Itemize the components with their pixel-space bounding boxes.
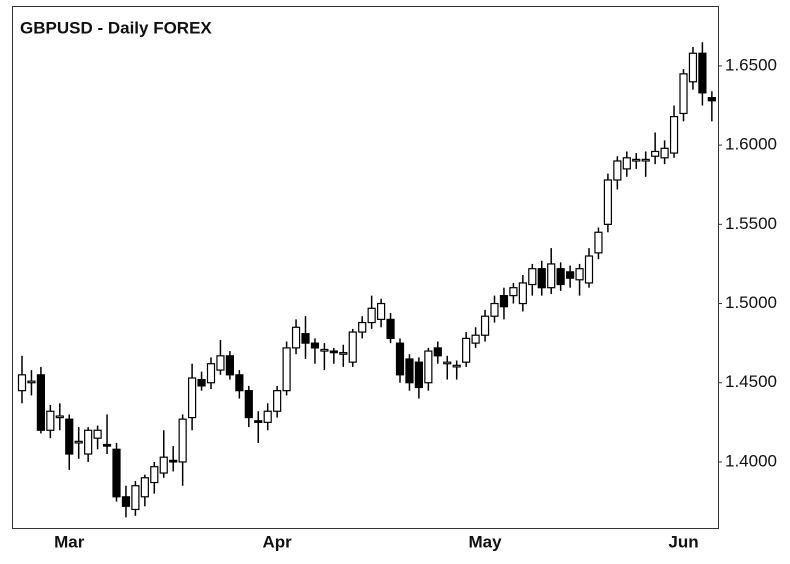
candle-body [291, 326, 301, 349]
candle-body [140, 477, 149, 498]
candle-body [613, 160, 622, 181]
candle-body [320, 348, 329, 352]
candle-body [594, 231, 603, 254]
x-tick-label: May [469, 532, 503, 551]
candle-body [462, 337, 471, 363]
candle-body [707, 97, 716, 102]
candle-body [660, 147, 669, 159]
candle-body [547, 263, 556, 289]
candle-body [480, 315, 490, 336]
y-tick-label: 1.6500 [725, 55, 777, 74]
candle-body [556, 268, 565, 286]
candle-body [74, 440, 83, 444]
candle-body [301, 333, 310, 344]
candle-body [565, 271, 575, 279]
candle-body [377, 302, 386, 320]
candle-body [121, 496, 131, 507]
candle-body [159, 456, 168, 474]
candle-body [348, 331, 357, 363]
candle-body [688, 52, 698, 83]
candle-body [46, 410, 55, 431]
candle-body [424, 350, 433, 384]
candle-body [65, 418, 74, 455]
candle-body [150, 466, 159, 484]
candle-body [632, 158, 641, 162]
candle-body [235, 374, 244, 392]
x-tick-label: Apr [263, 532, 293, 551]
candle-body [263, 410, 272, 423]
chart-title: GBPUSD - Daily FOREX [20, 18, 212, 37]
candle-body [169, 459, 178, 463]
candle-body [27, 380, 36, 384]
candle-body [93, 429, 102, 439]
candle-body [102, 443, 112, 447]
candle-body [244, 390, 253, 419]
candle-body [518, 282, 527, 305]
candle-body [367, 307, 376, 324]
candle-body [84, 429, 93, 455]
candle-body [622, 157, 631, 170]
candle-body [414, 361, 423, 389]
candle-body [282, 347, 291, 392]
candle-body [405, 358, 414, 384]
candle-body [452, 364, 461, 368]
candle-body [273, 390, 282, 412]
candle-body [395, 342, 405, 376]
candle-body [603, 179, 613, 225]
candle-body [490, 302, 499, 317]
candle-body [55, 415, 64, 419]
candle-body [358, 321, 367, 333]
candle-body [197, 378, 206, 387]
candle-body [509, 287, 518, 297]
y-tick-label: 1.5500 [725, 214, 777, 233]
candle-body [669, 116, 679, 154]
candle-body [339, 352, 348, 355]
x-tick-label: Mar [54, 532, 85, 551]
plot-frame [12, 6, 719, 529]
candle-body [641, 158, 650, 162]
candle-body [651, 150, 660, 157]
candle-body [36, 374, 46, 431]
candle-body [310, 342, 320, 349]
candle-body [584, 255, 594, 284]
candle-body [225, 355, 234, 376]
candle-body [575, 268, 584, 281]
candle-body [206, 363, 216, 384]
candle-body [471, 334, 480, 344]
y-tick-label: 1.4500 [725, 372, 777, 391]
candle-body [17, 374, 27, 392]
candle-body [112, 448, 121, 498]
x-tick-label: Jun [668, 532, 698, 551]
candle-body [386, 318, 395, 339]
y-tick-label: 1.4000 [725, 451, 777, 470]
y-tick-label: 1.5000 [725, 293, 777, 312]
candle-body [329, 350, 338, 354]
candle-body [443, 361, 452, 365]
candle-body [188, 377, 197, 419]
candle-body [254, 420, 263, 423]
candle-body [528, 268, 537, 286]
candle-body [178, 418, 187, 463]
candle-body [433, 347, 442, 357]
candle-body [131, 485, 140, 511]
candle-body [499, 295, 509, 308]
candle-body [679, 73, 688, 115]
y-tick-label: 1.6000 [725, 135, 777, 154]
candle-body [537, 268, 546, 289]
candle-body [216, 355, 225, 371]
candle-body [698, 52, 707, 94]
